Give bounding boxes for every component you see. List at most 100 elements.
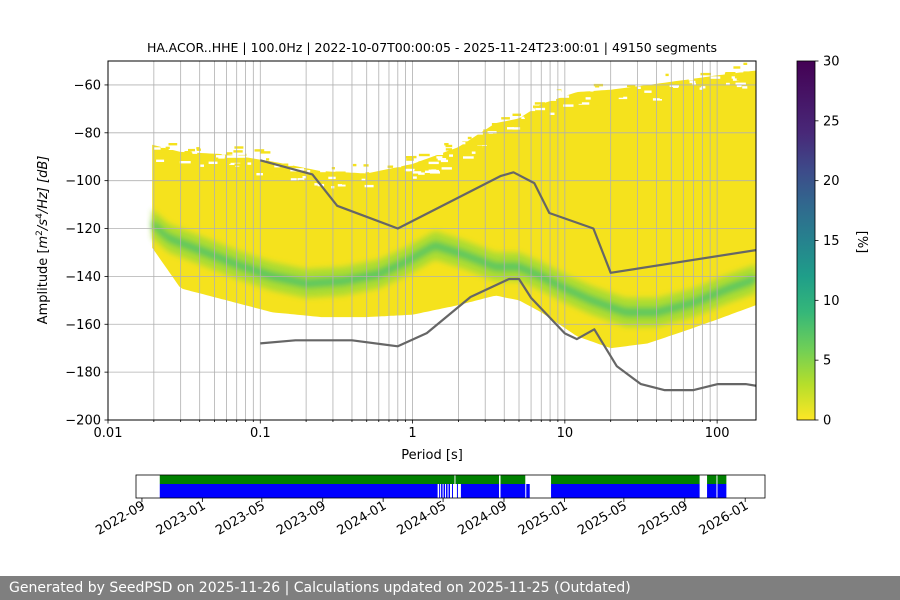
date-tick-label: 2023-01 (154, 498, 209, 538)
psd-speckle (618, 96, 628, 100)
psd-speckle (445, 148, 452, 151)
psd-speckle (212, 149, 222, 152)
psd-speckle (665, 73, 669, 77)
psd-speckle (337, 184, 346, 187)
psd-speckle (687, 92, 694, 95)
availability-blue-segment (500, 484, 526, 498)
psd-speckle (302, 176, 307, 179)
psd-speckle (726, 82, 730, 86)
psd-speckle (471, 151, 476, 154)
psd-speckle (254, 149, 265, 152)
psd-speckle (430, 153, 435, 156)
psd-speckle (547, 92, 551, 95)
y-label-m: m (36, 236, 51, 249)
availability-blue-segment (460, 484, 500, 498)
psd-speckle (549, 112, 555, 115)
psd-speckle (739, 69, 744, 73)
psd-speckle (521, 116, 525, 119)
psd-speckle (314, 183, 318, 186)
psd-speckle (512, 127, 521, 130)
psd-speckle (440, 161, 446, 164)
x-tick-label: 0.1 (250, 426, 271, 441)
psd-speckle (482, 146, 491, 149)
psd-speckle (160, 145, 170, 148)
availability-green-segment (500, 475, 526, 484)
psd-speckle (221, 152, 226, 155)
date-tick-label: 2023-09 (274, 498, 329, 538)
date-tick-label: 2024-01 (335, 498, 390, 538)
colorbar-tick-label: 30 (823, 55, 840, 70)
availability-green-segment (717, 475, 727, 484)
psd-speckle (656, 92, 666, 95)
psd-speckle (330, 165, 335, 168)
psd-speckle (733, 66, 741, 69)
availability-blue-segment (441, 484, 443, 498)
psd-speckle (322, 162, 332, 166)
psd-speckle (477, 132, 483, 135)
psd-speckle (168, 143, 178, 146)
psd-speckle (449, 154, 453, 157)
psd-speckle (418, 172, 425, 175)
psd-speckle (256, 173, 263, 176)
psd-speckle (318, 180, 328, 183)
colorbar-tick-label: 0 (823, 414, 831, 429)
psd-speckle (534, 102, 546, 105)
y-tick-label: −60 (74, 78, 101, 93)
psd-speckle (743, 62, 748, 66)
psd-speckle (364, 184, 374, 188)
psd-speckle (226, 155, 238, 158)
availability-blue-segment (456, 484, 458, 498)
psd-speckle (575, 101, 582, 104)
psd-speckle (629, 80, 635, 84)
psd-speckle (739, 65, 749, 68)
availability-blue-segment (439, 484, 441, 498)
psd-speckle (742, 86, 748, 89)
plot-frame (107, 60, 757, 421)
psd-speckle (320, 175, 325, 178)
psd-speckle (424, 170, 432, 173)
psd-speckle (165, 146, 170, 150)
psd-speckle (428, 161, 439, 165)
psd-speckle (295, 162, 302, 165)
psd-speckle (712, 87, 721, 90)
psd-speckle (436, 156, 443, 159)
psd-speckle (208, 161, 218, 164)
chart-title: HA.ACOR..HHE | 100.0Hz | 2022-10-07T00:0… (147, 40, 717, 55)
psd-speckle (623, 95, 629, 98)
psd-speckle (508, 120, 515, 124)
psd-speckle (665, 94, 676, 97)
psd-speckle (437, 158, 447, 161)
psd-speckle (451, 141, 457, 144)
low-noise-model-line (260, 277, 756, 392)
psd-speckle (637, 86, 641, 89)
psd-speckle (559, 95, 570, 98)
x-tick-label: 10 (557, 426, 574, 441)
psd-speckle (420, 164, 424, 167)
psd-speckle (266, 158, 270, 161)
psd-speckle (724, 72, 734, 76)
y-label-post: /Hz] [dB] (36, 156, 51, 215)
psd-speckle (404, 168, 410, 172)
psd-speckle (590, 89, 594, 92)
psd-speckle (283, 163, 292, 166)
footer-text: Generated by SeedPSD on 2025-11-26 | Cal… (9, 580, 631, 596)
psd-mode-band-outer (152, 209, 756, 327)
psd-speckle (429, 171, 440, 174)
y-label-sup2: 4 (35, 213, 45, 219)
y-tick-label: −100 (65, 174, 101, 189)
psd-speckle (641, 93, 652, 97)
psd-speckle (460, 145, 471, 149)
psd-speckle (440, 159, 448, 163)
availability-blue-segment (159, 484, 438, 498)
y-tick-label: −120 (65, 222, 101, 237)
psd-speckle (441, 167, 452, 170)
x-axis-ticks: 0.01 0.1 1 10 100 (94, 420, 730, 441)
psd-speckle (216, 155, 226, 158)
psd-speckle (743, 71, 753, 74)
availability-green-segment (159, 475, 455, 484)
availability-blue-segment (707, 484, 717, 498)
psd-speckle (528, 108, 536, 112)
availability-bars (159, 475, 727, 498)
psd-figure: HA.ACOR..HHE | 100.0Hz | 2022-10-07T00:0… (35, 40, 869, 539)
psd-speckle (487, 119, 494, 122)
